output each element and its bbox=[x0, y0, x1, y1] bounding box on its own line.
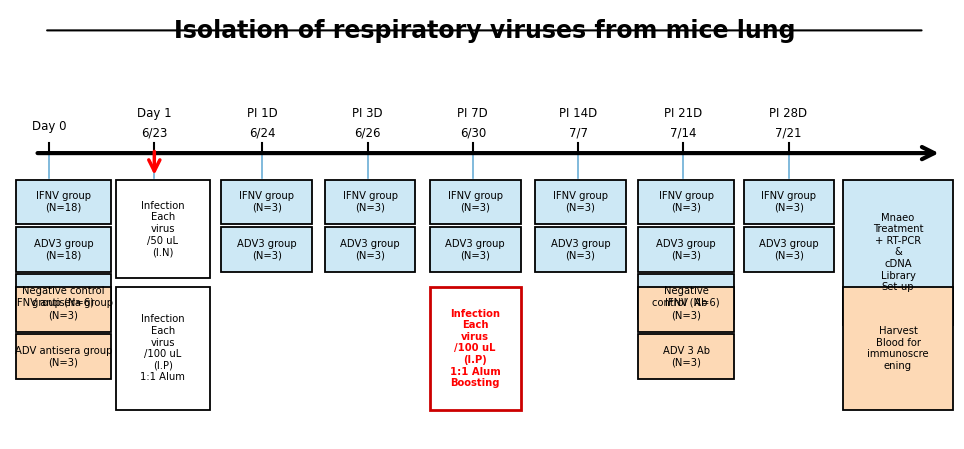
Text: 7/14: 7/14 bbox=[670, 127, 697, 140]
Text: ADV3 group
(N=3): ADV3 group (N=3) bbox=[760, 239, 818, 260]
Text: Negative control
group (N=6): Negative control group (N=6) bbox=[22, 286, 105, 308]
FancyBboxPatch shape bbox=[638, 274, 734, 319]
Text: IFNV antisera group
(N=3): IFNV antisera group (N=3) bbox=[13, 299, 113, 320]
Text: PI 14D: PI 14D bbox=[559, 107, 598, 119]
Text: Isolation of respiratory viruses from mice lung: Isolation of respiratory viruses from mi… bbox=[174, 19, 795, 43]
Text: PI 1D: PI 1D bbox=[247, 107, 278, 119]
Text: ADV3 group
(N=18): ADV3 group (N=18) bbox=[34, 239, 94, 260]
FancyBboxPatch shape bbox=[743, 227, 835, 272]
Text: 6/26: 6/26 bbox=[355, 127, 381, 140]
Text: Day 0: Day 0 bbox=[32, 120, 67, 133]
Text: 6/24: 6/24 bbox=[249, 127, 276, 140]
FancyBboxPatch shape bbox=[638, 180, 734, 224]
Text: ADV3 group
(N=3): ADV3 group (N=3) bbox=[340, 239, 400, 260]
FancyBboxPatch shape bbox=[638, 227, 734, 272]
FancyBboxPatch shape bbox=[430, 180, 521, 224]
FancyBboxPatch shape bbox=[430, 227, 521, 272]
FancyBboxPatch shape bbox=[15, 227, 111, 272]
Text: PI 3D: PI 3D bbox=[352, 107, 383, 119]
Text: 6/30: 6/30 bbox=[460, 127, 486, 140]
Text: 7/7: 7/7 bbox=[569, 127, 588, 140]
Text: ADV3 group
(N=3): ADV3 group (N=3) bbox=[237, 239, 297, 260]
FancyBboxPatch shape bbox=[430, 287, 521, 409]
FancyBboxPatch shape bbox=[325, 180, 415, 224]
Text: IFNV group
(N=3): IFNV group (N=3) bbox=[658, 191, 713, 213]
Text: Infection
Each
virus
/100 uL
(I.P)
1:1 Alum: Infection Each virus /100 uL (I.P) 1:1 A… bbox=[141, 314, 185, 383]
Text: Negative
control (N=6): Negative control (N=6) bbox=[653, 286, 720, 308]
FancyBboxPatch shape bbox=[116, 180, 210, 278]
Text: IFNV group
(N=3): IFNV group (N=3) bbox=[553, 191, 608, 213]
Text: PI 7D: PI 7D bbox=[458, 107, 488, 119]
FancyBboxPatch shape bbox=[15, 274, 111, 319]
Text: IFNV  Ab
(N=3): IFNV Ab (N=3) bbox=[665, 299, 708, 320]
FancyBboxPatch shape bbox=[15, 180, 111, 224]
Text: ADV3 group
(N=3): ADV3 group (N=3) bbox=[445, 239, 505, 260]
Text: IFNV group
(N=3): IFNV group (N=3) bbox=[342, 191, 397, 213]
FancyBboxPatch shape bbox=[844, 180, 953, 325]
FancyBboxPatch shape bbox=[15, 287, 111, 332]
FancyBboxPatch shape bbox=[638, 334, 734, 379]
Text: 6/23: 6/23 bbox=[141, 127, 168, 140]
Text: ADV antisera group
(N=3): ADV antisera group (N=3) bbox=[14, 346, 112, 367]
FancyBboxPatch shape bbox=[844, 287, 953, 409]
FancyBboxPatch shape bbox=[638, 287, 734, 332]
Text: IFNV group
(N=18): IFNV group (N=18) bbox=[36, 191, 91, 213]
FancyBboxPatch shape bbox=[535, 180, 626, 224]
Text: Infection
Each
virus
/50 uL
(I.N): Infection Each virus /50 uL (I.N) bbox=[141, 201, 185, 257]
Text: Day 1: Day 1 bbox=[137, 107, 172, 119]
FancyBboxPatch shape bbox=[535, 227, 626, 272]
FancyBboxPatch shape bbox=[15, 334, 111, 379]
FancyBboxPatch shape bbox=[222, 227, 312, 272]
Text: IFNV group
(N=3): IFNV group (N=3) bbox=[239, 191, 294, 213]
Text: ADV3 group
(N=3): ADV3 group (N=3) bbox=[656, 239, 716, 260]
FancyBboxPatch shape bbox=[222, 180, 312, 224]
Text: IFNV group
(N=3): IFNV group (N=3) bbox=[447, 191, 503, 213]
Text: ADV 3 Ab
(N=3): ADV 3 Ab (N=3) bbox=[662, 346, 710, 367]
FancyBboxPatch shape bbox=[743, 180, 835, 224]
Text: IFNV group
(N=3): IFNV group (N=3) bbox=[762, 191, 817, 213]
Text: Harvest
Blood for
immunoscre
ening: Harvest Blood for immunoscre ening bbox=[868, 326, 929, 371]
Text: 7/21: 7/21 bbox=[775, 127, 802, 140]
Text: Mnaeo
Treatment
+ RT-PCR
&
cDNA
Library
Set-up: Mnaeo Treatment + RT-PCR & cDNA Library … bbox=[872, 212, 924, 292]
FancyBboxPatch shape bbox=[116, 287, 210, 409]
Text: PI 21D: PI 21D bbox=[664, 107, 703, 119]
Text: ADV3 group
(N=3): ADV3 group (N=3) bbox=[550, 239, 610, 260]
Text: Infection
Each
virus
/100 uL
(I.P)
1:1 Alum
Boosting: Infection Each virus /100 uL (I.P) 1:1 A… bbox=[450, 308, 500, 388]
Text: PI 28D: PI 28D bbox=[769, 107, 808, 119]
FancyBboxPatch shape bbox=[325, 227, 415, 272]
